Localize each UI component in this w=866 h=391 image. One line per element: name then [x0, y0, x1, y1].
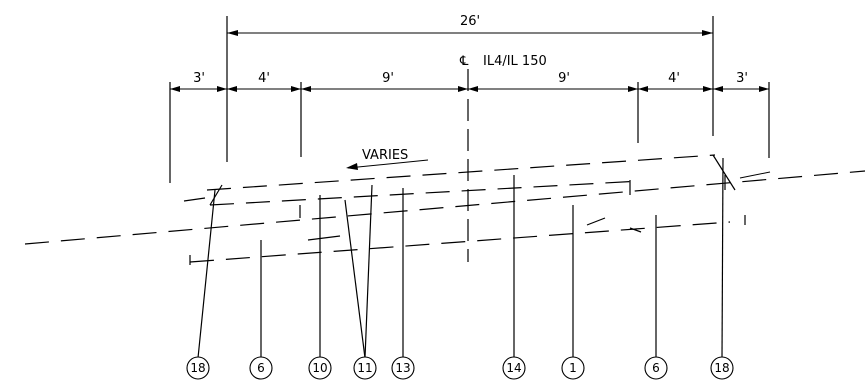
callout-number: 13	[395, 361, 410, 375]
callout-bubble: 14	[502, 356, 526, 380]
callout-number: 6	[257, 361, 265, 375]
leader-lines	[197, 157, 724, 359]
callout-bubble: 1	[561, 356, 585, 380]
callout-bubble: 13	[391, 356, 415, 380]
centerline-symbol: ℄	[459, 54, 469, 69]
segment-dimension-chain: 3' 4' 9' 9' 4' 3'	[169, 71, 770, 183]
callout-number: 18	[714, 361, 729, 375]
callout-bubble: 11	[353, 356, 377, 380]
overall-dimension: 26'	[226, 14, 714, 162]
callout-bubble: 6	[249, 356, 273, 380]
varies-label: VARIES	[362, 148, 408, 163]
pavement-layers	[24, 154, 866, 265]
centerline-label: ℄ IL4/IL 150	[459, 54, 547, 69]
callout-number: 10	[312, 361, 327, 375]
callout-number: 6	[652, 361, 660, 375]
callout-number: 18	[190, 361, 205, 375]
overall-dimension-label: 26'	[460, 14, 480, 29]
callout-bubble: 10	[308, 356, 332, 380]
callout-number: 11	[357, 361, 372, 375]
callout-bubble: 18	[186, 356, 210, 380]
callout-number: 14	[506, 361, 521, 375]
dimension-label: 3'	[736, 71, 748, 86]
centerline-route-label: IL4/IL 150	[483, 54, 547, 69]
callout-number: 1	[569, 361, 577, 375]
dimension-label: 4'	[668, 71, 680, 86]
dimension-label: 9'	[558, 71, 570, 86]
callout-bubble: 18	[710, 356, 734, 380]
dimension-label: 3'	[193, 71, 205, 86]
varies-note: VARIES	[346, 148, 429, 170]
dimension-label: 9'	[382, 71, 394, 86]
callouts: 18 6 10 11 13 14 1 6	[186, 356, 734, 380]
dimension-label: 4'	[258, 71, 270, 86]
callout-bubble: 6	[644, 356, 668, 380]
